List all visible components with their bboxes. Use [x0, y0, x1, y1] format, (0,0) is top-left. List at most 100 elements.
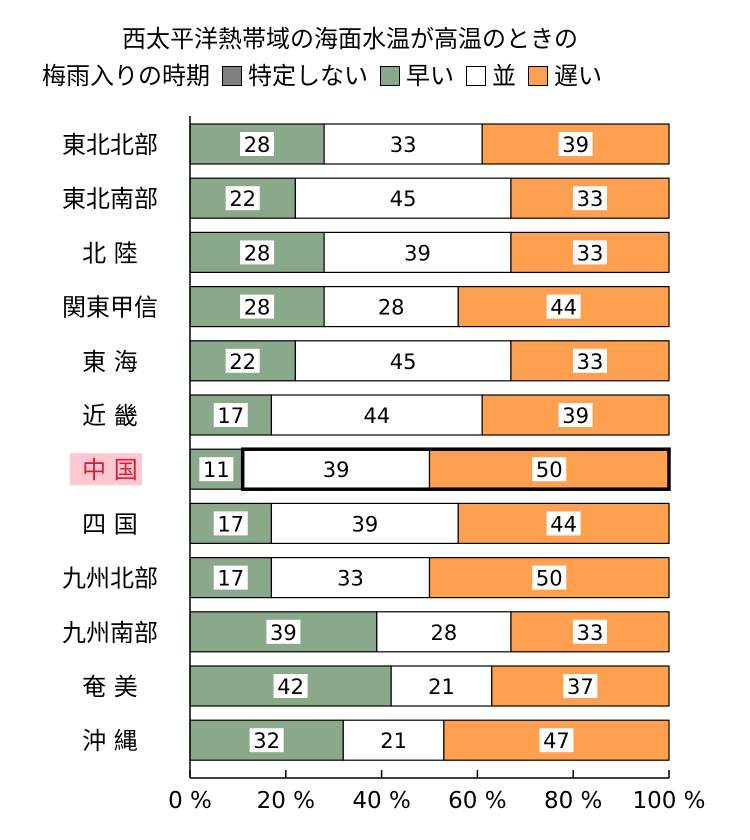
data-label-bg-late-0	[558, 132, 593, 156]
category-label-3: 関東甲信	[62, 294, 158, 322]
data-label-bg-late-8	[532, 565, 567, 590]
legend-label-normal: 並	[492, 62, 516, 90]
data-label-early-1: 22	[229, 187, 256, 211]
data-label-normal-10: 21	[428, 675, 455, 699]
data-label-normal-4: 45	[390, 350, 417, 374]
data-label-bg-normal-5	[359, 403, 394, 427]
data-label-late-7: 44	[550, 512, 577, 536]
data-label-bg-early-7	[213, 511, 248, 536]
category-label-7: 四 国	[82, 510, 138, 538]
data-label-early-8: 17	[217, 567, 244, 591]
data-label-bg-late-2	[572, 240, 607, 265]
data-label-normal-11: 21	[380, 729, 407, 753]
data-label-bg-normal-2	[400, 240, 435, 265]
data-label-late-1: 33	[577, 187, 604, 211]
data-label-bg-early-6	[199, 457, 234, 482]
data-label-bg-normal-3	[374, 294, 409, 319]
category-label-4: 東 海	[82, 348, 138, 376]
data-label-normal-1: 45	[390, 187, 417, 211]
legend-item-late: 遅い	[528, 60, 602, 92]
data-label-late-6: 50	[536, 458, 563, 482]
data-label-early-5: 17	[217, 404, 244, 428]
data-label-late-5: 39	[562, 404, 589, 428]
data-label-early-9: 39	[270, 621, 297, 645]
legend-label-late: 遅い	[554, 62, 602, 90]
data-label-normal-8: 33	[337, 567, 364, 591]
legend-label-early: 早い	[406, 62, 454, 90]
data-label-bg-normal-7	[347, 511, 382, 536]
data-label-late-0: 39	[562, 133, 589, 157]
legend-item-unspecified: 特定しない	[222, 60, 368, 92]
data-label-bg-late-10	[563, 674, 598, 698]
data-label-bg-normal-1	[386, 186, 421, 211]
data-label-bg-early-5	[213, 403, 248, 427]
data-label-bg-early-1	[225, 186, 260, 211]
x-tick-label-5: 100 %	[632, 788, 705, 814]
data-label-early-10: 42	[277, 675, 304, 699]
legend-item-early: 早い	[380, 60, 454, 92]
data-label-bg-early-3	[240, 294, 275, 319]
data-label-normal-7: 39	[351, 512, 378, 536]
data-label-bg-normal-9	[426, 619, 461, 644]
data-label-late-9: 33	[577, 621, 604, 645]
category-label-9: 九州南部	[62, 619, 158, 647]
category-label-1: 東北南部	[62, 185, 158, 213]
x-tick-label-1: 20 %	[257, 788, 315, 814]
data-label-late-3: 44	[550, 296, 577, 320]
data-label-bg-late-5	[558, 403, 593, 427]
data-label-bg-late-9	[572, 619, 607, 644]
data-label-bg-normal-4	[386, 348, 421, 373]
category-label-2: 北 陸	[82, 239, 138, 267]
highlight-border-6	[240, 447, 671, 491]
category-label-10: 奄 美	[82, 673, 138, 701]
data-label-bg-normal-8	[333, 565, 368, 590]
legend-swatch-early	[380, 66, 400, 86]
data-label-normal-6: 39	[323, 458, 350, 482]
data-label-bg-normal-10	[424, 674, 459, 698]
x-tick-label-0: 0 %	[168, 788, 212, 814]
data-label-bg-early-4	[225, 348, 260, 373]
data-label-bg-late-4	[572, 348, 607, 373]
x-tick-label-2: 40 %	[352, 788, 410, 814]
category-label-6: 中 国	[82, 456, 138, 484]
data-label-bg-late-7	[546, 511, 581, 536]
chart-title-line2: 梅雨入りの時期	[42, 62, 210, 90]
category-highlight-6	[70, 453, 142, 486]
data-label-bg-early-8	[213, 565, 248, 590]
legend-item-normal: 並	[466, 60, 516, 92]
data-label-bg-normal-11	[376, 728, 411, 753]
x-tick-label-4: 80 %	[544, 788, 602, 814]
data-label-early-11: 32	[253, 729, 280, 753]
data-label-bg-late-11	[539, 728, 574, 753]
data-label-bg-normal-0	[386, 132, 421, 156]
category-label-5: 近 畿	[82, 402, 138, 430]
data-label-early-4: 22	[229, 350, 256, 374]
data-label-bg-early-2	[240, 240, 275, 265]
data-label-late-11: 47	[543, 729, 570, 753]
data-label-bg-early-11	[249, 728, 284, 753]
data-label-late-4: 33	[577, 350, 604, 374]
data-label-normal-9: 28	[431, 621, 458, 645]
data-label-late-2: 33	[577, 241, 604, 265]
data-label-early-6: 11	[203, 458, 230, 482]
data-label-bg-early-9	[266, 619, 301, 644]
data-label-normal-5: 44	[363, 404, 390, 428]
data-label-early-0: 28	[244, 133, 271, 157]
data-label-late-10: 37	[567, 675, 594, 699]
data-label-bg-late-6	[532, 457, 567, 482]
data-label-normal-3: 28	[378, 296, 405, 320]
data-label-bg-late-1	[572, 186, 607, 211]
category-label-8: 九州北部	[62, 565, 158, 593]
data-label-bg-normal-6	[319, 457, 354, 482]
legend-swatch-normal	[466, 66, 486, 86]
data-label-normal-0: 33	[390, 133, 417, 157]
legend-swatch-unspecified	[222, 66, 242, 86]
category-label-0: 東北北部	[62, 131, 158, 159]
category-label-11: 沖 縄	[82, 727, 138, 755]
data-label-early-7: 17	[217, 512, 244, 536]
data-label-early-3: 28	[244, 296, 271, 320]
data-label-bg-early-0	[240, 132, 275, 156]
data-label-normal-2: 39	[404, 241, 431, 265]
x-tick-label-3: 60 %	[448, 788, 506, 814]
